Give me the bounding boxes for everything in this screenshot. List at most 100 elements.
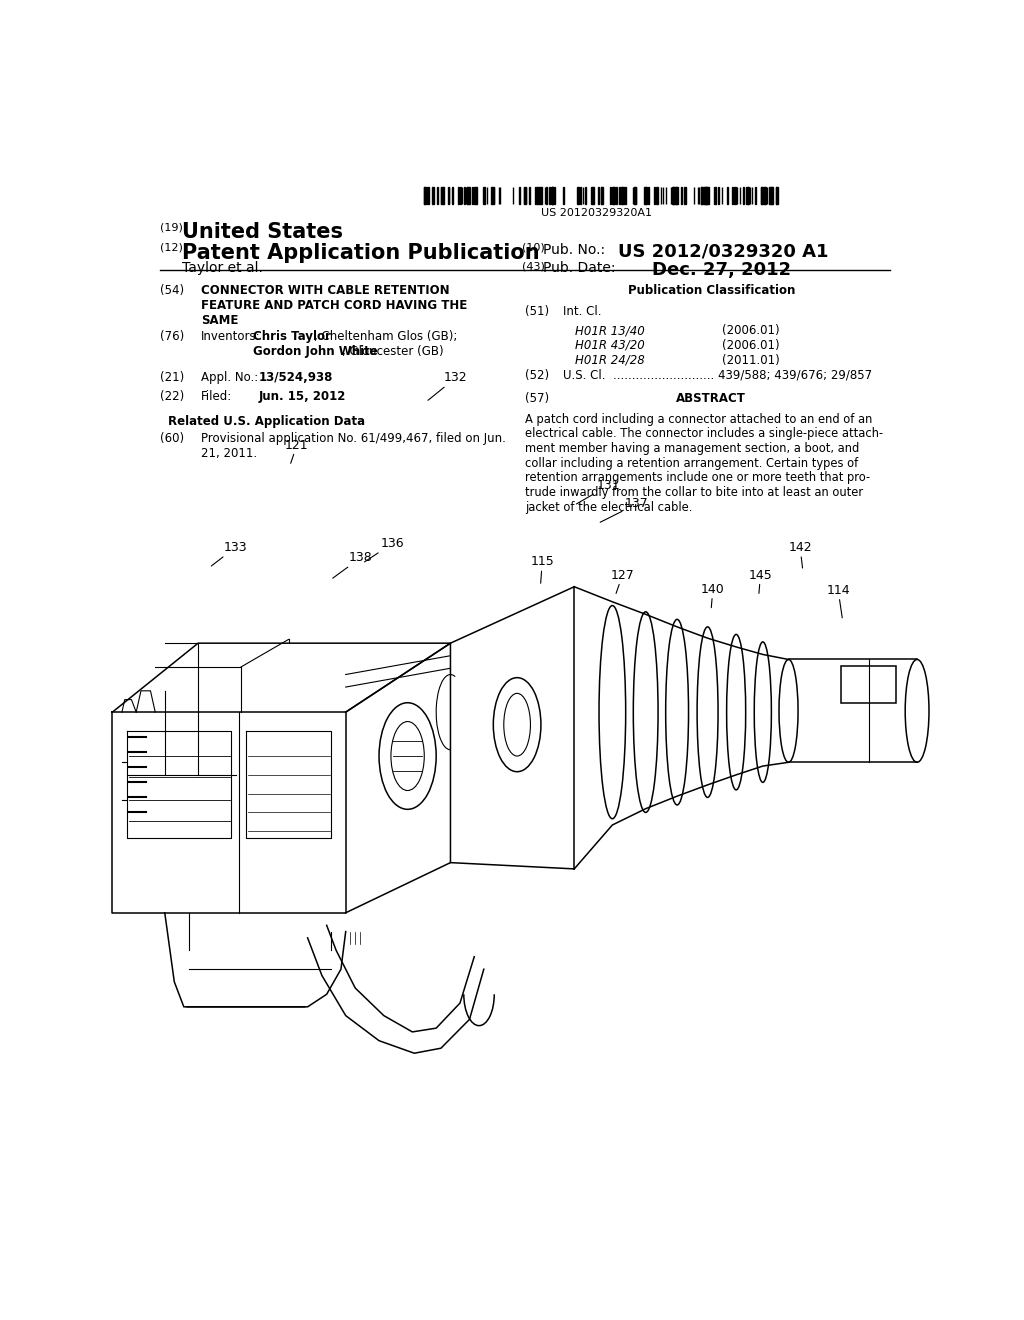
Text: 142: 142 [788,541,812,568]
Bar [762,187,763,205]
Text: ABSTRACT: ABSTRACT [677,392,746,405]
Text: 132: 132 [428,371,468,400]
Text: United States: United States [182,223,343,243]
Bar [424,187,426,205]
Text: trude inwardly from the collar to bite into at least an outer: trude inwardly from the collar to bite i… [524,486,863,499]
Text: Patent Application Publication: Patent Application Publication [182,243,540,263]
Text: 115: 115 [530,556,554,583]
Text: Jun. 15, 2012: Jun. 15, 2012 [259,391,346,403]
Text: 114: 114 [826,583,850,618]
Text: Filed:: Filed: [201,391,232,403]
Text: Taylor et al.: Taylor et al. [182,261,263,275]
Text: (10): (10) [522,243,545,252]
Bar [427,187,429,205]
Text: (43): (43) [522,261,546,271]
Text: (57): (57) [524,392,549,405]
Text: Int. Cl.: Int. Cl. [563,305,601,318]
Text: H01R 24/28: H01R 24/28 [574,354,644,367]
Bar [732,187,733,205]
Bar [771,187,772,205]
Text: jacket of the electrical cable.: jacket of the electrical cable. [524,500,692,513]
Text: (2006.01): (2006.01) [722,325,779,337]
Bar [492,187,494,205]
Text: retention arrangements include one or more teeth that pro-: retention arrangements include one or mo… [524,471,870,484]
Text: US 20120329320A1: US 20120329320A1 [541,209,651,218]
Text: electrical cable. The connector includes a single-piece attach-: electrical cable. The connector includes… [524,428,883,441]
Text: 21, 2011.: 21, 2011. [201,446,257,459]
Bar [467,187,468,205]
Text: 138: 138 [333,552,373,578]
Text: (52): (52) [524,368,549,381]
Bar [624,187,626,205]
Text: (54): (54) [160,284,184,297]
Bar [727,187,728,205]
Text: 131: 131 [577,479,620,504]
Text: H01R 13/40: H01R 13/40 [574,325,644,337]
Text: Chris Taylor: Chris Taylor [253,330,331,343]
Text: SAME: SAME [201,314,239,327]
Text: US 2012/0329320 A1: US 2012/0329320 A1 [617,243,828,261]
Text: (60): (60) [160,432,184,445]
Bar [524,187,525,205]
Bar [684,187,685,205]
Text: FEATURE AND PATCH CORD HAVING THE: FEATURE AND PATCH CORD HAVING THE [201,300,467,312]
Bar [424,187,426,205]
Bar [578,187,580,205]
Bar [770,187,772,205]
Text: 133: 133 [211,541,247,566]
Text: Pub. No.:: Pub. No.: [543,243,605,257]
Bar [554,187,555,205]
Bar [776,187,778,205]
Text: 140: 140 [701,583,725,607]
Text: , Gloucester (GB): , Gloucester (GB) [342,345,443,358]
Bar [443,187,444,205]
Bar [743,187,744,205]
Text: Publication Classification: Publication Classification [628,284,795,297]
Bar [540,187,541,205]
Bar [612,187,614,205]
Bar [714,187,716,205]
Bar [734,187,736,205]
Bar [613,187,615,205]
Text: (51): (51) [524,305,549,318]
Bar [656,187,657,205]
Bar [551,187,553,205]
Text: (19): (19) [160,223,182,232]
Text: (2006.01): (2006.01) [722,339,779,352]
Text: 121: 121 [285,438,309,463]
Text: Provisional application No. 61/499,467, filed on Jun.: Provisional application No. 61/499,467, … [201,432,506,445]
Bar [841,665,896,704]
Text: CONNECTOR WITH CABLE RETENTION: CONNECTOR WITH CABLE RETENTION [201,284,450,297]
Bar [703,187,706,205]
Text: 145: 145 [749,569,772,594]
Text: , Cheltenham Glos (GB);: , Cheltenham Glos (GB); [313,330,457,343]
Text: Dec. 27, 2012: Dec. 27, 2012 [652,261,791,279]
Bar [621,187,622,205]
Text: 13/524,938: 13/524,938 [259,371,334,384]
Bar [645,187,646,205]
Text: (76): (76) [160,330,184,343]
Text: (12): (12) [160,243,182,252]
Text: ment member having a management section, a boot, and: ment member having a management section,… [524,442,859,455]
Text: collar including a retention arrangement. Certain types of: collar including a retention arrangement… [524,457,858,470]
Text: (22): (22) [160,391,184,403]
Text: H01R 43/20: H01R 43/20 [574,339,644,352]
Text: Gordon John White: Gordon John White [253,345,378,358]
Text: 137: 137 [600,498,648,523]
Text: (21): (21) [160,371,184,384]
Bar [675,187,677,205]
Bar [483,187,485,205]
Text: 127: 127 [610,569,634,594]
Bar [598,187,599,205]
Text: Related U.S. Application Data: Related U.S. Application Data [168,414,366,428]
Bar [634,187,636,205]
Bar [490,187,493,205]
Bar [601,187,603,205]
Bar [529,187,530,205]
Text: Inventors:: Inventors: [201,330,261,343]
Text: 136: 136 [365,537,404,562]
Bar [707,187,709,205]
Bar [467,187,469,205]
Bar [673,187,675,205]
Bar [705,187,707,205]
